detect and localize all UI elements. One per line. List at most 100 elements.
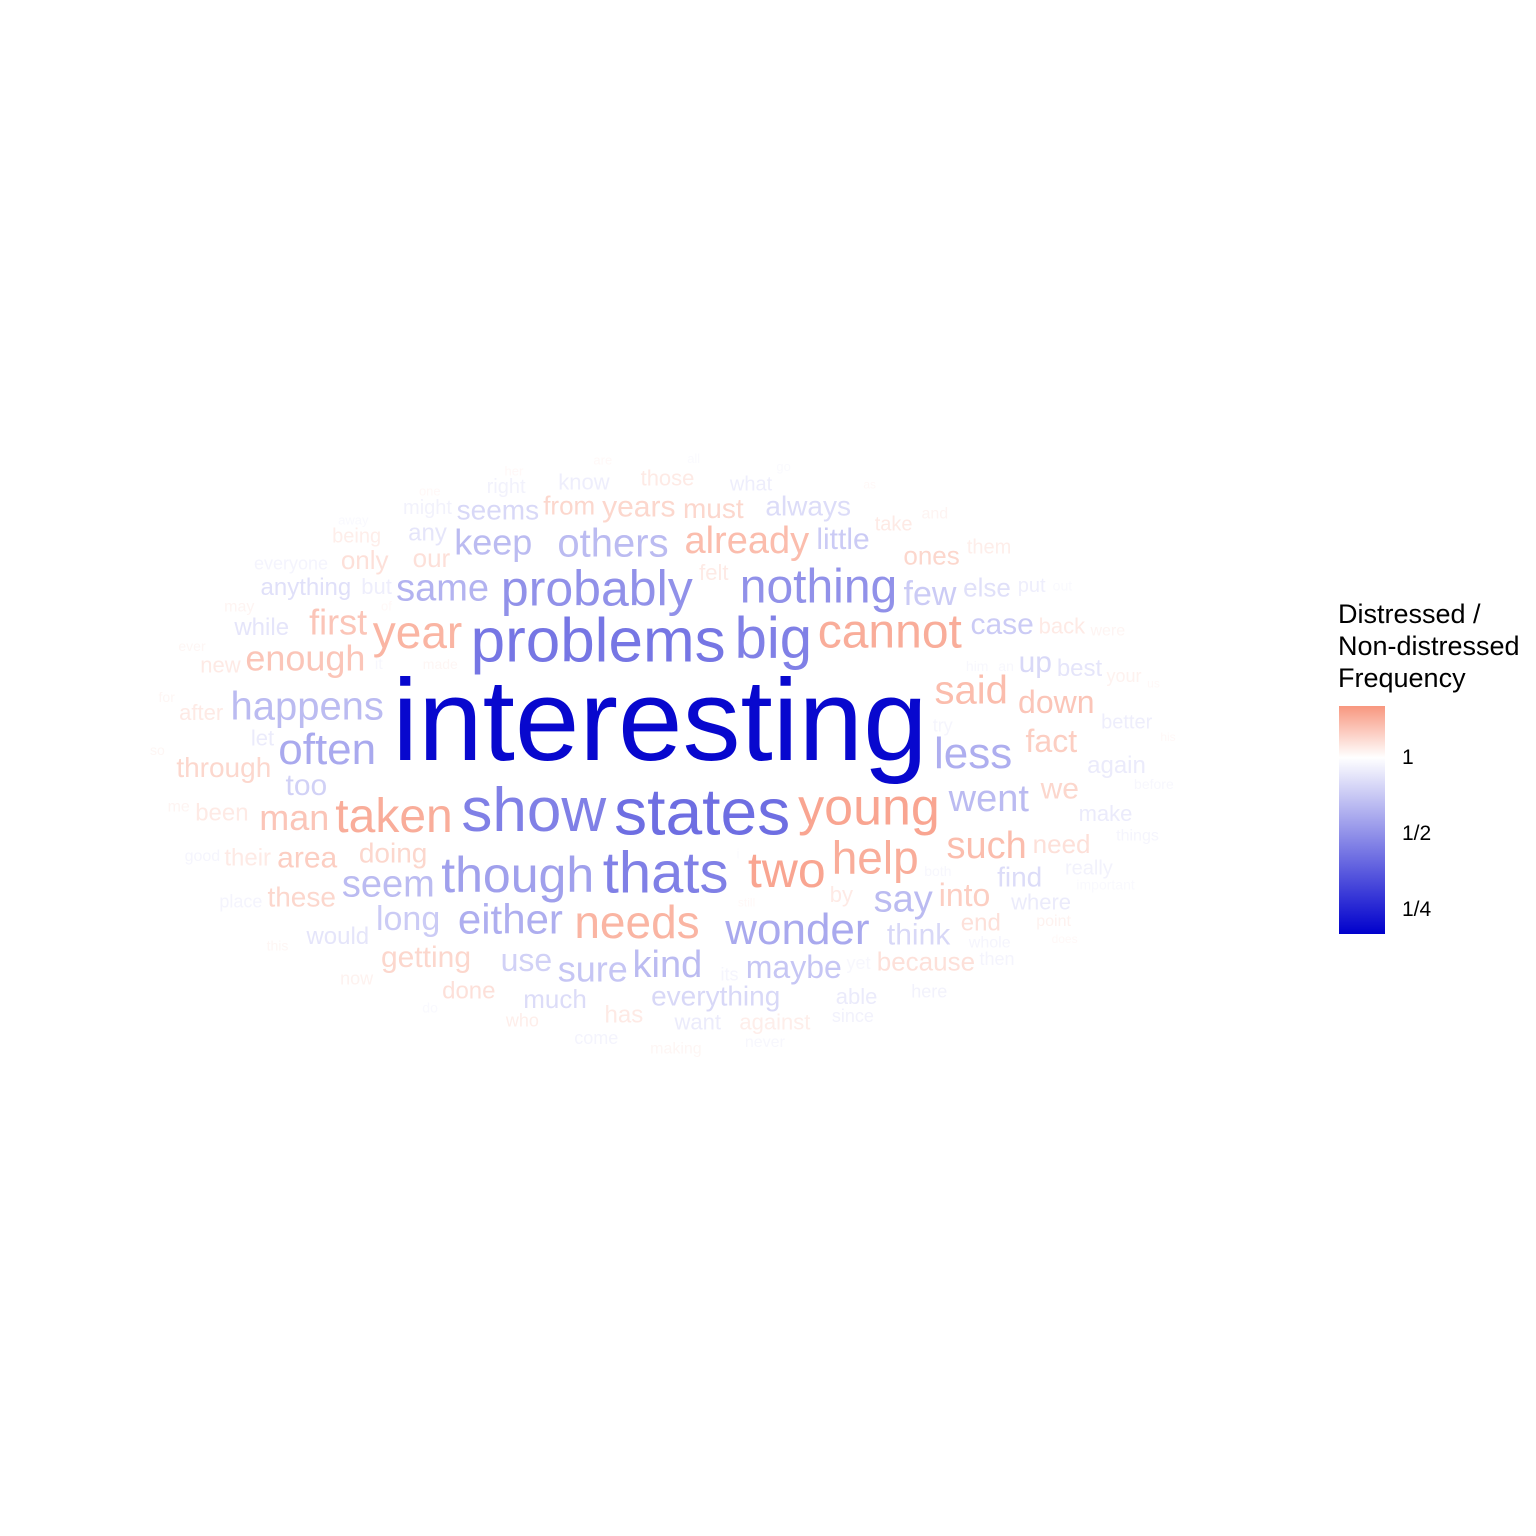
- word: against: [739, 1010, 810, 1035]
- word: go: [776, 459, 790, 474]
- word: her: [505, 464, 524, 479]
- word: everyone: [254, 553, 328, 573]
- word: were: [1089, 623, 1125, 640]
- word: same: [396, 567, 489, 609]
- word: away: [338, 512, 369, 527]
- word: either: [458, 895, 563, 942]
- word: good: [185, 848, 221, 865]
- word: needs: [574, 896, 699, 948]
- word: nothing: [740, 561, 897, 614]
- word: since: [832, 1006, 874, 1026]
- word: said: [935, 668, 1008, 712]
- word: really: [1065, 857, 1113, 879]
- word: better: [1101, 711, 1152, 733]
- legend-color-bar: [1339, 706, 1385, 934]
- word: their: [224, 844, 271, 871]
- legend-title: Distressed / Non-distressed Frequency: [1338, 598, 1536, 694]
- word: felt: [699, 560, 728, 585]
- word: us: [1147, 677, 1160, 691]
- word: help: [832, 831, 919, 883]
- word: all: [687, 451, 700, 466]
- word: few: [904, 575, 957, 613]
- word: seem: [342, 864, 435, 906]
- word: happens: [230, 685, 383, 729]
- word: his: [1160, 730, 1175, 744]
- word: point: [1036, 913, 1071, 930]
- word: best: [1057, 655, 1103, 682]
- legend-tick-label: 1: [1402, 745, 1414, 769]
- color-legend: Distressed / Non-distressed Frequency 1 1…: [1338, 598, 1536, 948]
- word: into: [939, 877, 991, 913]
- word: keep: [454, 521, 532, 562]
- word: one: [419, 484, 441, 499]
- word: enough: [245, 637, 365, 678]
- word: problems: [471, 606, 726, 675]
- word: right: [487, 476, 526, 498]
- word: wonder: [724, 905, 869, 954]
- word: place: [219, 892, 262, 912]
- word: never: [745, 1034, 786, 1051]
- word: being: [332, 526, 381, 548]
- word: able: [836, 984, 878, 1009]
- word: take: [875, 514, 913, 536]
- word: again: [1087, 752, 1146, 779]
- word: big: [735, 606, 812, 671]
- word: would: [305, 923, 369, 950]
- word: it: [375, 656, 384, 673]
- word: for: [159, 689, 176, 705]
- word: both: [924, 863, 951, 879]
- word: who: [505, 1011, 539, 1031]
- word: from: [543, 491, 595, 521]
- word: has: [605, 1001, 644, 1028]
- word: less: [934, 729, 1012, 778]
- word: me: [168, 798, 190, 815]
- word: already: [684, 520, 809, 562]
- word: area: [277, 841, 337, 874]
- word: them: [967, 536, 1011, 558]
- word: must: [683, 493, 744, 524]
- word: everything: [651, 980, 780, 1011]
- word: does: [1052, 932, 1078, 946]
- word: its: [721, 965, 739, 985]
- word: else: [963, 572, 1011, 602]
- word: after: [179, 700, 223, 725]
- word: anything: [261, 574, 352, 601]
- word: others: [557, 522, 668, 566]
- word: may: [224, 599, 254, 616]
- word: kind: [633, 944, 703, 986]
- word: and: [921, 506, 948, 523]
- word: before: [1134, 776, 1174, 792]
- word: fact: [1026, 723, 1078, 759]
- word: are: [593, 453, 612, 468]
- word: maybe: [746, 949, 842, 985]
- word: out: [1053, 578, 1073, 594]
- word: ever: [178, 638, 206, 654]
- word: first: [309, 601, 367, 642]
- word: do: [422, 1000, 438, 1016]
- word: say: [874, 879, 933, 921]
- word: probably: [501, 560, 693, 616]
- word: much: [523, 984, 587, 1014]
- word: need: [1033, 829, 1091, 859]
- word: man: [259, 797, 329, 838]
- word: often: [278, 725, 376, 774]
- word: year: [373, 606, 462, 658]
- word: states: [614, 774, 790, 848]
- word: use: [501, 942, 553, 978]
- legend-tick-label: 1/2: [1402, 821, 1432, 845]
- word: end: [961, 910, 1001, 937]
- word: put: [1018, 575, 1046, 597]
- word: by: [830, 882, 853, 907]
- word: want: [674, 1010, 721, 1035]
- word: of: [381, 598, 392, 613]
- word: done: [442, 977, 495, 1004]
- word: here: [911, 981, 947, 1001]
- word: made: [423, 656, 458, 672]
- legend-tick-mark: [1385, 909, 1392, 911]
- word: so: [150, 742, 165, 758]
- word: years: [602, 491, 675, 524]
- word: cannot: [818, 606, 962, 659]
- word: while: [233, 614, 289, 641]
- word: think: [887, 919, 951, 952]
